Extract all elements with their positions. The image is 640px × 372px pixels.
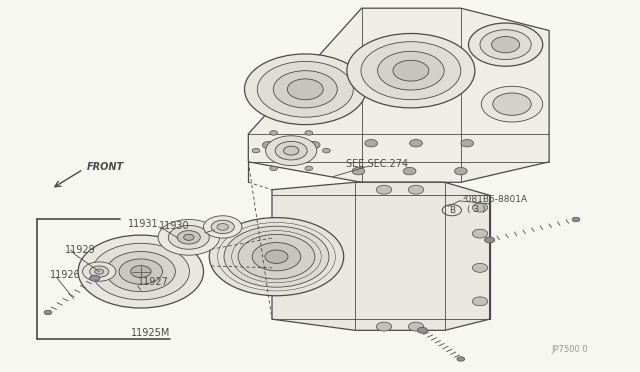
Circle shape — [90, 266, 109, 277]
Circle shape — [158, 219, 220, 255]
Circle shape — [106, 251, 175, 292]
Circle shape — [408, 185, 424, 194]
Circle shape — [454, 167, 467, 175]
Circle shape — [484, 237, 495, 243]
Circle shape — [131, 266, 151, 278]
Circle shape — [168, 225, 209, 249]
Circle shape — [365, 140, 378, 147]
Circle shape — [378, 51, 444, 90]
Text: 11927: 11927 — [138, 277, 168, 287]
Circle shape — [217, 224, 228, 230]
Text: 11925M: 11925M — [131, 328, 170, 338]
Circle shape — [92, 243, 189, 300]
Circle shape — [262, 141, 275, 149]
Polygon shape — [272, 182, 490, 330]
Circle shape — [78, 235, 204, 308]
Circle shape — [252, 243, 301, 271]
Text: 11931: 11931 — [128, 219, 159, 229]
Circle shape — [393, 60, 429, 81]
Circle shape — [284, 146, 299, 155]
Circle shape — [403, 167, 416, 175]
Text: 11930: 11930 — [159, 221, 189, 231]
Circle shape — [472, 263, 488, 272]
Circle shape — [270, 166, 278, 171]
Circle shape — [472, 297, 488, 306]
Circle shape — [323, 148, 330, 153]
Circle shape — [480, 30, 531, 60]
Text: 11926: 11926 — [50, 270, 81, 279]
Circle shape — [273, 71, 337, 108]
Circle shape — [211, 220, 234, 234]
Circle shape — [481, 86, 543, 122]
Text: 11929: 11929 — [65, 245, 96, 255]
Circle shape — [204, 216, 242, 238]
Circle shape — [83, 262, 116, 281]
Circle shape — [472, 203, 488, 212]
Circle shape — [265, 250, 288, 263]
Circle shape — [361, 42, 461, 100]
Circle shape — [305, 131, 312, 135]
Circle shape — [244, 54, 366, 125]
Circle shape — [410, 140, 422, 147]
Circle shape — [376, 185, 392, 194]
Circle shape — [177, 231, 200, 244]
Circle shape — [119, 259, 163, 284]
Circle shape — [275, 141, 307, 160]
Circle shape — [257, 61, 353, 117]
Circle shape — [417, 327, 428, 333]
Circle shape — [252, 148, 260, 153]
Text: JP7500 0: JP7500 0 — [552, 345, 588, 354]
Circle shape — [270, 131, 278, 135]
Circle shape — [95, 269, 104, 274]
Circle shape — [572, 217, 580, 222]
Circle shape — [492, 36, 520, 53]
Circle shape — [305, 166, 312, 171]
Circle shape — [209, 218, 344, 296]
Circle shape — [347, 33, 475, 108]
Text: B: B — [449, 206, 455, 215]
Circle shape — [408, 322, 424, 331]
Circle shape — [376, 322, 392, 331]
Circle shape — [266, 136, 317, 166]
Circle shape — [90, 275, 100, 281]
Circle shape — [307, 141, 320, 149]
Circle shape — [457, 357, 465, 361]
Text: FRONT: FRONT — [86, 162, 124, 171]
Circle shape — [287, 79, 323, 100]
Circle shape — [468, 23, 543, 66]
Circle shape — [44, 310, 52, 315]
Text: SEE SEC.274: SEE SEC.274 — [346, 159, 408, 169]
Polygon shape — [248, 8, 549, 182]
Circle shape — [461, 140, 474, 147]
Circle shape — [493, 93, 531, 115]
Circle shape — [184, 234, 194, 240]
Circle shape — [224, 226, 329, 287]
Text: ( 3 ): ( 3 ) — [467, 205, 486, 214]
Circle shape — [352, 167, 365, 175]
Circle shape — [238, 234, 315, 279]
Circle shape — [472, 229, 488, 238]
Text: ²081B6-8801A: ²081B6-8801A — [462, 195, 527, 203]
